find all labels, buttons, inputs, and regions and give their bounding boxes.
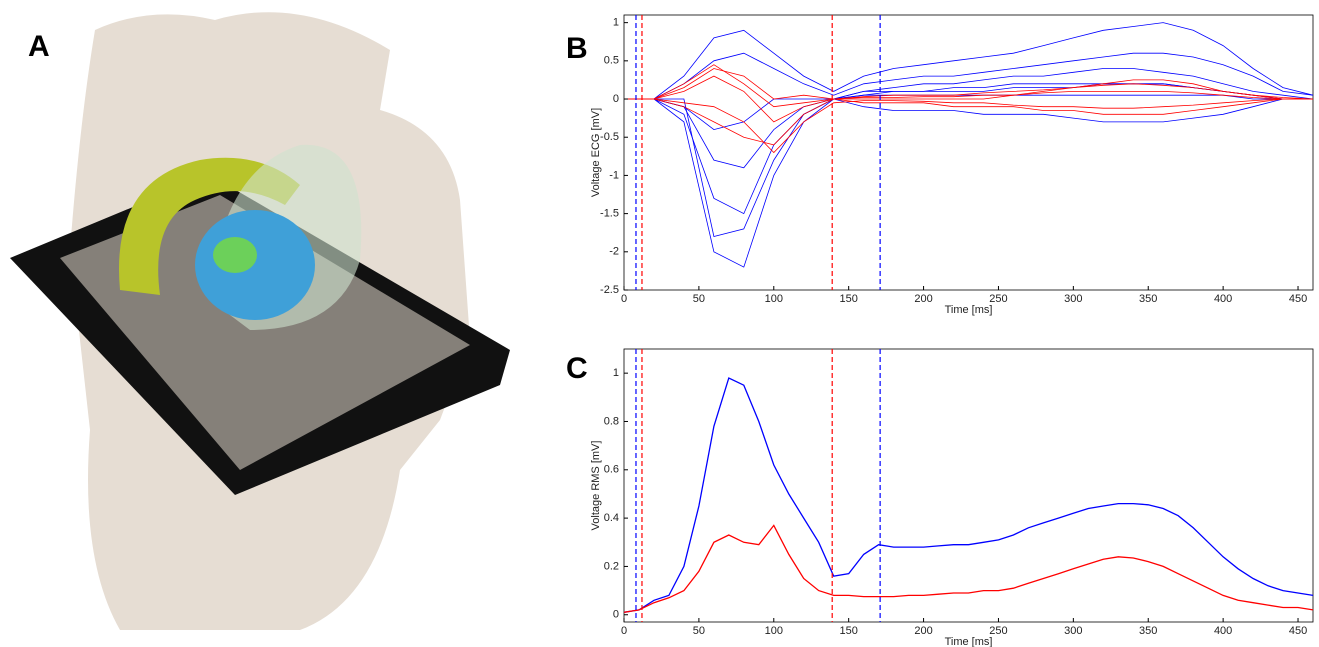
trace bbox=[624, 68, 1314, 100]
x-tick-label: 50 bbox=[693, 625, 705, 637]
x-tick-label: 400 bbox=[1214, 293, 1232, 305]
trace bbox=[624, 22, 1314, 100]
y-tick-label: 0.2 bbox=[604, 560, 619, 572]
x-tick-label: 150 bbox=[839, 293, 857, 305]
x-tick-label: 100 bbox=[765, 293, 783, 305]
y-tick-label: -0.5 bbox=[600, 131, 619, 143]
x-axis-label: Time [ms] bbox=[945, 304, 993, 316]
y-axis-label: Voltage ECG [mV] bbox=[590, 108, 602, 197]
trace bbox=[624, 98, 1313, 131]
x-tick-label: 450 bbox=[1289, 293, 1307, 305]
y-tick-label: 0.6 bbox=[604, 464, 619, 476]
trace bbox=[624, 94, 1313, 169]
plot: 0 50 100 150 200 250 300 350 400 450 0 0.2 0.4 0.6 0.8… bbox=[566, 348, 1314, 647]
plot-area bbox=[623, 348, 1314, 623]
heart-map-spot bbox=[213, 237, 257, 273]
y-tick-label: 0.5 bbox=[604, 55, 619, 67]
trace bbox=[623, 524, 1314, 613]
y-tick-label: 1 bbox=[613, 367, 619, 379]
trace bbox=[624, 64, 1313, 108]
x-tick-label: 450 bbox=[1289, 625, 1307, 637]
x-tick-label: 200 bbox=[914, 625, 932, 637]
trace bbox=[624, 98, 1313, 154]
x-tick-label: 150 bbox=[839, 625, 857, 637]
x-tick-label: 50 bbox=[693, 293, 705, 305]
y-tick-label: -2 bbox=[609, 246, 619, 258]
x-tick-label: 200 bbox=[914, 293, 932, 305]
panel-label: C bbox=[566, 352, 588, 385]
y-tick-label: 0 bbox=[613, 93, 619, 105]
x-tick-label: 0 bbox=[621, 625, 627, 637]
y-tick-label: -1 bbox=[609, 169, 619, 181]
x-tick-label: 400 bbox=[1214, 625, 1232, 637]
y-tick-label: 0.4 bbox=[604, 512, 619, 524]
panel-label: B bbox=[566, 32, 588, 65]
y-tick-label: 0 bbox=[613, 609, 619, 621]
x-tick-label: 0 bbox=[621, 293, 627, 305]
plot: 0 50 100 150 200 250 300 350 400 450 -2.5 -2 -1.5 -1 -… bbox=[566, 14, 1314, 316]
x-tick-label: 300 bbox=[1064, 625, 1082, 637]
y-axis-label: Voltage RMS [mV] bbox=[590, 441, 602, 531]
x-tick-label: 100 bbox=[765, 625, 783, 637]
rendering: A bbox=[10, 12, 510, 630]
trace bbox=[624, 52, 1314, 100]
trace bbox=[623, 377, 1314, 613]
x-tick-label: 250 bbox=[989, 625, 1007, 637]
mri-slice bbox=[60, 195, 470, 470]
y-tick-label: 0.8 bbox=[604, 415, 619, 427]
trace bbox=[624, 98, 1313, 146]
trace bbox=[624, 75, 1313, 123]
x-tick-label: 350 bbox=[1139, 625, 1157, 637]
heart-map bbox=[195, 210, 315, 320]
trace bbox=[624, 68, 1314, 268]
x-tick-label: 250 bbox=[989, 293, 1007, 305]
y-tick-label: 1 bbox=[613, 17, 619, 29]
x-tick-label: 350 bbox=[1139, 293, 1157, 305]
panel-label: A bbox=[28, 30, 50, 63]
x-tick-label: 300 bbox=[1064, 293, 1082, 305]
y-tick-label: -2.5 bbox=[600, 284, 619, 296]
y-tick-label: -1.5 bbox=[600, 208, 619, 220]
plot-area bbox=[623, 14, 1314, 291]
x-axis-label: Time [ms] bbox=[945, 636, 993, 647]
